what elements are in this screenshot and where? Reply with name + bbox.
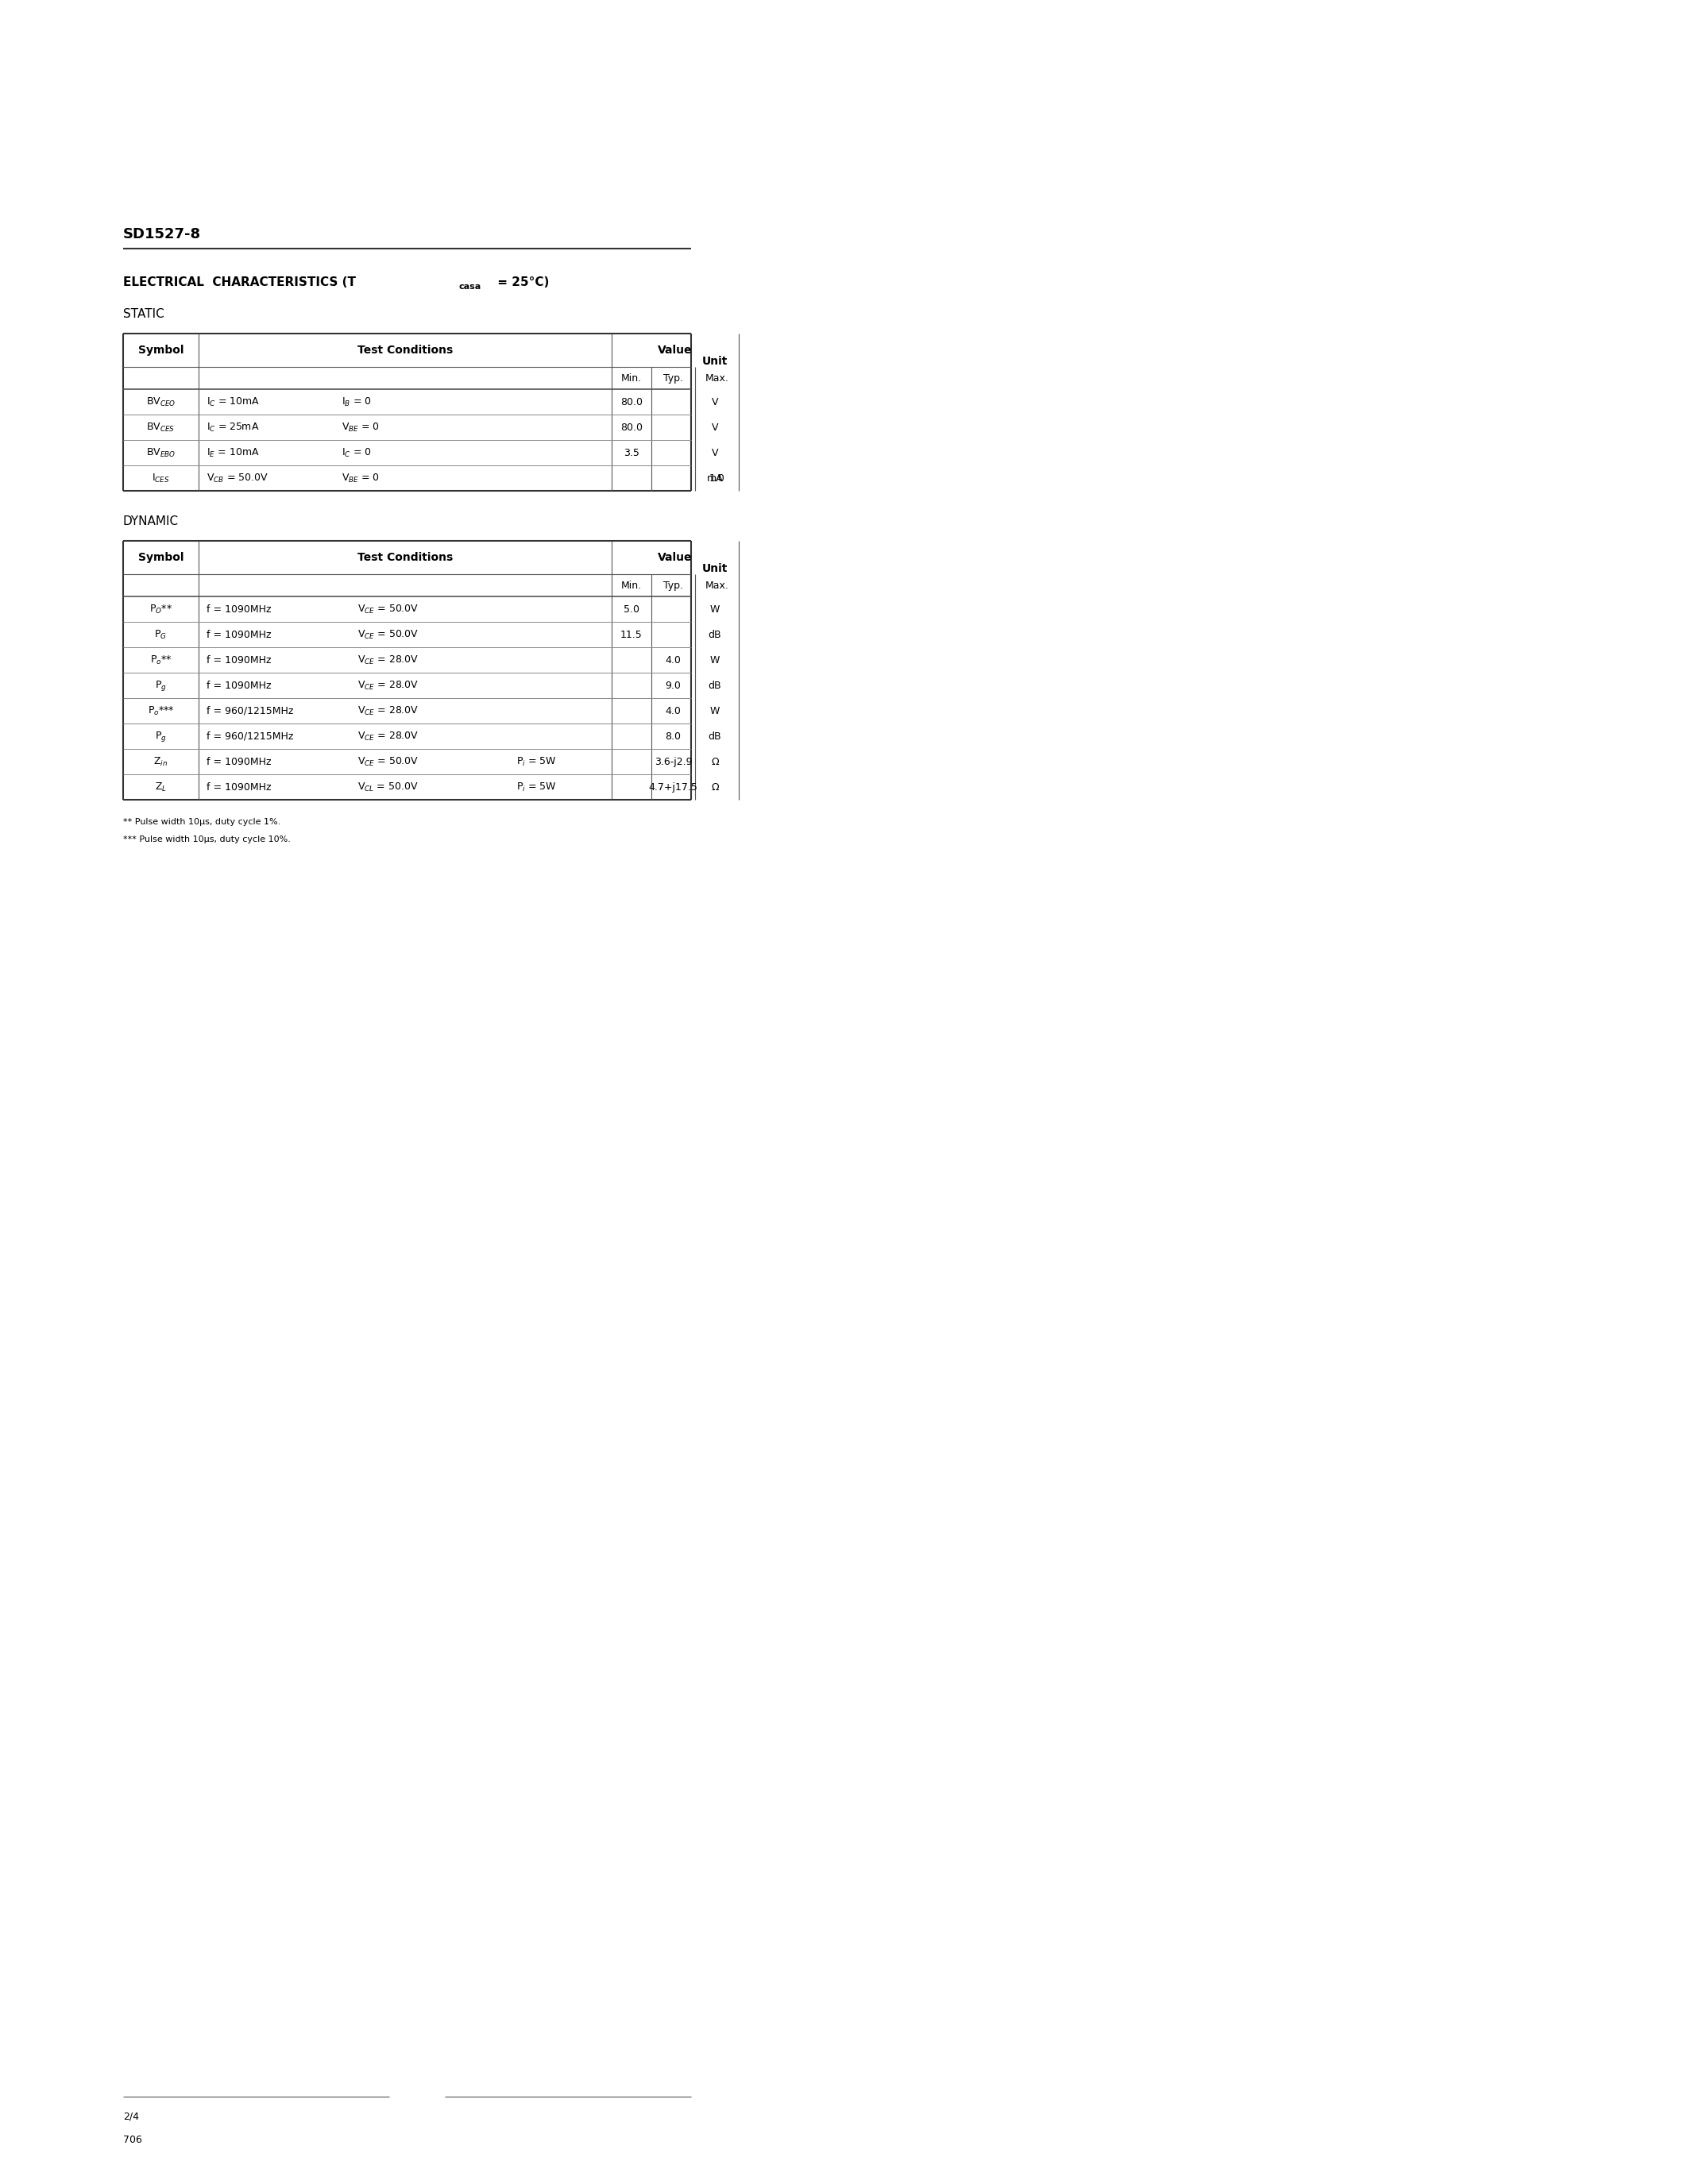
Text: W: W — [711, 705, 719, 716]
Text: V$_{CE}$ = 50.0V: V$_{CE}$ = 50.0V — [358, 629, 419, 640]
Text: P$_g$: P$_g$ — [155, 679, 167, 692]
Text: V$_{CB}$ = 50.0V: V$_{CB}$ = 50.0V — [206, 472, 268, 485]
Text: mA: mA — [707, 474, 722, 483]
Text: V$_{CE}$ = 28.0V: V$_{CE}$ = 28.0V — [358, 729, 419, 743]
Text: P$_g$: P$_g$ — [155, 729, 167, 743]
Text: f = 1090MHz: f = 1090MHz — [206, 655, 272, 666]
Text: 5.0: 5.0 — [623, 605, 640, 614]
Text: Symbol: Symbol — [138, 553, 184, 563]
Text: dB: dB — [709, 732, 721, 740]
Text: Typ.: Typ. — [663, 373, 684, 382]
Text: DYNAMIC: DYNAMIC — [123, 515, 179, 526]
Text: 11.5: 11.5 — [621, 629, 643, 640]
Text: I$_C$ = 0: I$_C$ = 0 — [341, 448, 371, 459]
Text: casa: casa — [459, 282, 481, 290]
Text: STATIC: STATIC — [123, 308, 164, 319]
Text: I$_C$ = 25mA: I$_C$ = 25mA — [206, 422, 260, 432]
Text: V$_{CL}$ = 50.0V: V$_{CL}$ = 50.0V — [358, 782, 419, 793]
Text: f = 960/1215MHz: f = 960/1215MHz — [206, 705, 294, 716]
Text: 4.7+j17.5: 4.7+j17.5 — [648, 782, 697, 793]
Text: Ω: Ω — [711, 756, 719, 767]
Text: Symbol: Symbol — [138, 345, 184, 356]
Text: Z$_{L}$: Z$_{L}$ — [155, 782, 167, 793]
Text: f = 1090MHz: f = 1090MHz — [206, 605, 272, 614]
Text: P$_o$**: P$_o$** — [150, 653, 172, 666]
Text: I$_C$ = 10mA: I$_C$ = 10mA — [206, 395, 260, 408]
Text: 8.0: 8.0 — [665, 732, 682, 740]
Text: f = 1090MHz: f = 1090MHz — [206, 679, 272, 690]
Text: Test Conditions: Test Conditions — [358, 345, 452, 356]
Text: V$_{BE}$ = 0: V$_{BE}$ = 0 — [341, 472, 380, 485]
Text: V: V — [712, 422, 719, 432]
Text: 1.0: 1.0 — [709, 474, 724, 483]
Text: BV$_{EBO}$: BV$_{EBO}$ — [147, 448, 176, 459]
Text: Z$_{in}$: Z$_{in}$ — [154, 756, 169, 767]
Text: V$_{CE}$ = 28.0V: V$_{CE}$ = 28.0V — [358, 653, 419, 666]
Text: Value: Value — [658, 553, 692, 563]
Text: V$_{CE}$ = 50.0V: V$_{CE}$ = 50.0V — [358, 603, 419, 616]
Text: 4.0: 4.0 — [665, 655, 682, 666]
Text: V$_{CE}$ = 50.0V: V$_{CE}$ = 50.0V — [358, 756, 419, 767]
Text: Ω: Ω — [711, 782, 719, 793]
Text: V: V — [712, 397, 719, 406]
Text: f = 960/1215MHz: f = 960/1215MHz — [206, 732, 294, 740]
Text: Max.: Max. — [706, 581, 729, 590]
Text: f = 1090MHz: f = 1090MHz — [206, 782, 272, 793]
Text: P$_G$: P$_G$ — [155, 629, 167, 640]
Text: ELECTRICAL  CHARACTERISTICS (T: ELECTRICAL CHARACTERISTICS (T — [123, 275, 356, 288]
Text: 3.5: 3.5 — [623, 448, 640, 459]
Text: V$_{CE}$ = 28.0V: V$_{CE}$ = 28.0V — [358, 679, 419, 692]
Text: 4.0: 4.0 — [665, 705, 682, 716]
Text: P$_O$**: P$_O$** — [149, 603, 172, 616]
Text: BV$_{CES}$: BV$_{CES}$ — [147, 422, 176, 432]
Text: SD1527-8: SD1527-8 — [123, 227, 201, 242]
Text: P$_i$ = 5W: P$_i$ = 5W — [517, 756, 557, 767]
Text: I$_E$ = 10mA: I$_E$ = 10mA — [206, 448, 260, 459]
Text: 3.6-j2.9: 3.6-j2.9 — [655, 756, 692, 767]
Text: ** Pulse width 10μs, duty cycle 1%.: ** Pulse width 10μs, duty cycle 1%. — [123, 819, 280, 826]
Text: f = 1090MHz: f = 1090MHz — [206, 756, 272, 767]
Text: Test Conditions: Test Conditions — [358, 553, 452, 563]
Text: = 25°C): = 25°C) — [493, 275, 549, 288]
Text: Min.: Min. — [621, 581, 641, 590]
Text: Min.: Min. — [621, 373, 641, 382]
Text: BV$_{CEO}$: BV$_{CEO}$ — [145, 395, 176, 408]
Text: V: V — [712, 448, 719, 459]
Text: Value: Value — [658, 345, 692, 356]
Text: V$_{CE}$ = 28.0V: V$_{CE}$ = 28.0V — [358, 705, 419, 716]
Text: Unit: Unit — [702, 356, 728, 367]
Text: 706: 706 — [123, 2136, 142, 2145]
Text: 80.0: 80.0 — [621, 422, 643, 432]
Text: P$_o$***: P$_o$*** — [147, 705, 174, 716]
Text: Max.: Max. — [706, 373, 729, 382]
Text: 80.0: 80.0 — [621, 397, 643, 406]
Text: V$_{BE}$ = 0: V$_{BE}$ = 0 — [341, 422, 380, 432]
Text: W: W — [711, 655, 719, 666]
Text: dB: dB — [709, 679, 721, 690]
Text: I$_{CES}$: I$_{CES}$ — [152, 472, 170, 485]
Text: Unit: Unit — [702, 563, 728, 574]
Text: 2/4: 2/4 — [123, 2112, 138, 2121]
Text: f = 1090MHz: f = 1090MHz — [206, 629, 272, 640]
Text: W: W — [711, 605, 719, 614]
Text: 9.0: 9.0 — [665, 679, 682, 690]
Text: Typ.: Typ. — [663, 581, 684, 590]
Text: *** Pulse width 10μs, duty cycle 10%.: *** Pulse width 10μs, duty cycle 10%. — [123, 836, 290, 843]
Text: P$_i$ = 5W: P$_i$ = 5W — [517, 782, 557, 793]
Text: dB: dB — [709, 629, 721, 640]
Text: I$_B$ = 0: I$_B$ = 0 — [341, 395, 371, 408]
